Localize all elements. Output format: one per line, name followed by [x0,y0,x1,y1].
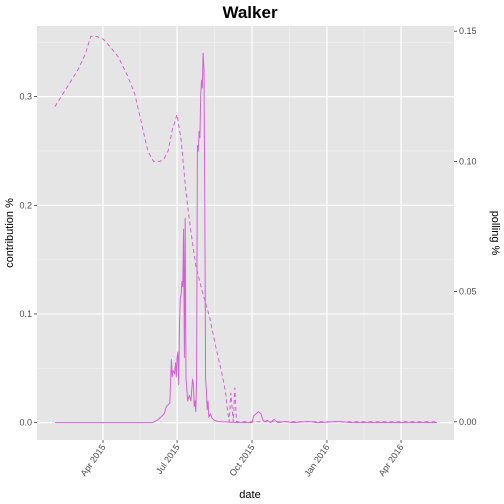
x-tick-label: Jan 2016 [302,442,331,478]
y-right-tick-label: 0.10 [459,156,477,166]
y-left-tick-label: 0.1 [19,309,32,319]
plot-panel [37,26,454,440]
x-tick-label: Apr 2016 [377,442,406,478]
series-layer [54,35,437,424]
y-axis-left-label: contribution % [4,198,16,268]
grid-lines [37,26,454,440]
x-tick-label: Jul 2015 [154,442,182,476]
x-tick-label: Apr 2015 [78,442,107,478]
y-left-tick-label: 0.0 [19,418,32,428]
y-right-tick-label: 0.05 [459,287,477,297]
y-axis-right-label: polling % [489,211,501,256]
y-left-tick-label: 0.3 [19,92,32,102]
y-right-tick-label: 0.15 [459,26,477,36]
y-right-tick-label: 0.00 [459,417,477,427]
contribution-series-line [54,52,437,424]
y-left-tick-label: 0.2 [19,200,32,210]
polling-series-line [54,35,437,423]
x-tick-label: Oct 2015 [228,442,257,478]
x-axis-label: date [239,489,260,501]
chart-title: Walker [222,3,278,22]
